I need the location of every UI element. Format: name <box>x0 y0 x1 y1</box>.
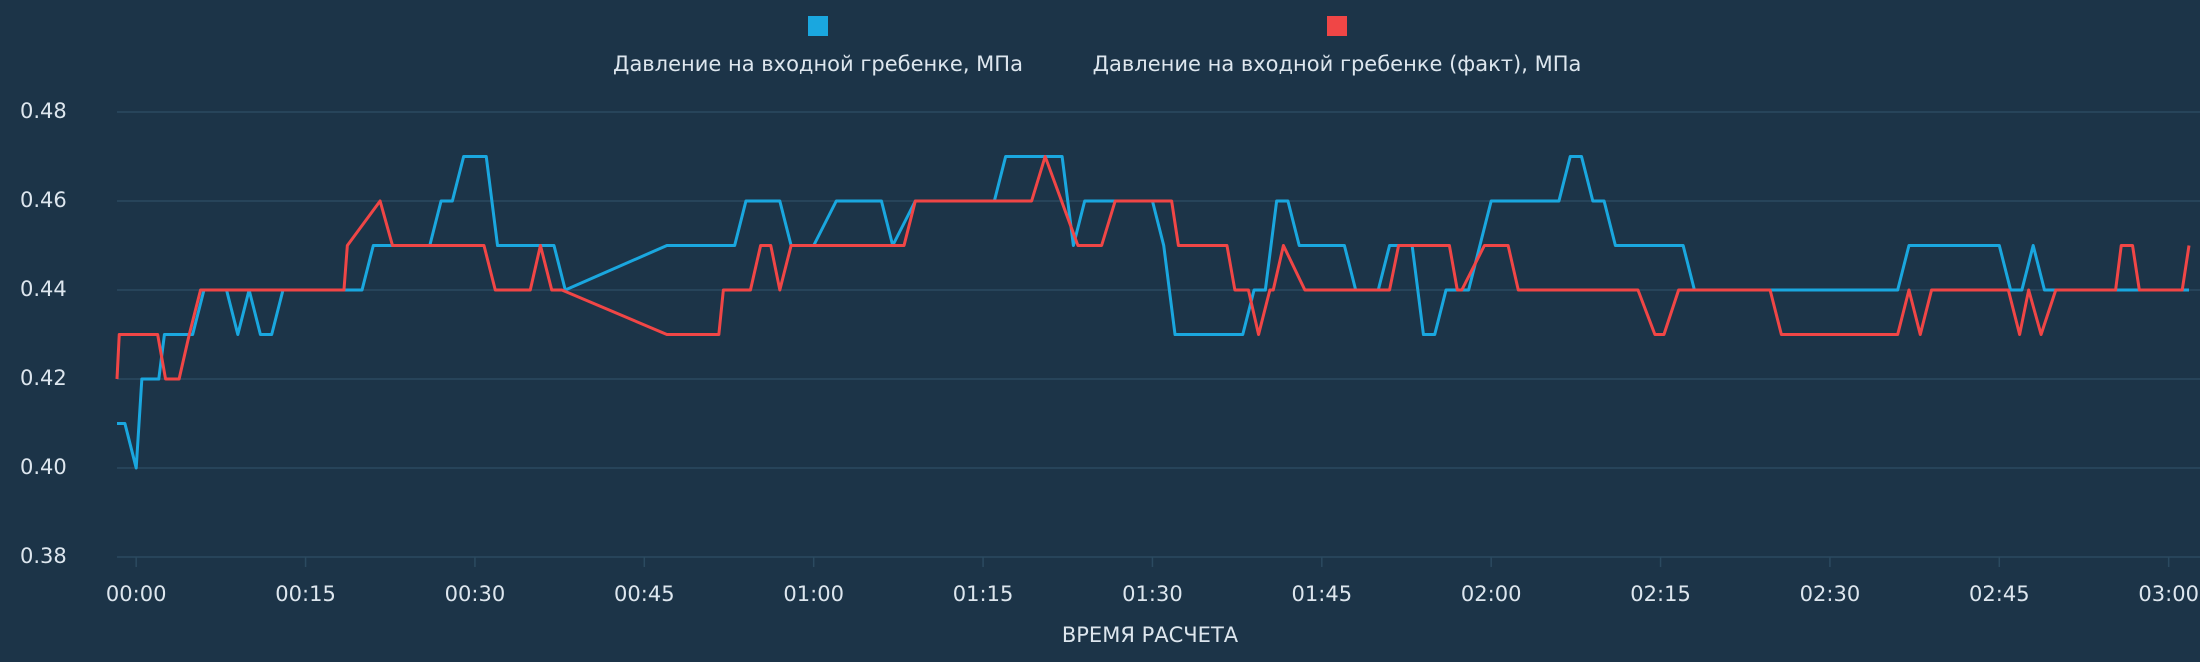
x-tick-label: 02:30 <box>1800 582 1861 606</box>
legend-swatch[interactable] <box>808 16 828 36</box>
x-tick-label: 02:15 <box>1630 582 1691 606</box>
x-tick-label: 00:30 <box>445 582 506 606</box>
x-tick-label: 01:45 <box>1292 582 1353 606</box>
y-tick-label: 0.46 <box>20 188 67 212</box>
x-tick-label: 02:00 <box>1461 582 1522 606</box>
series-line <box>115 155 2191 381</box>
x-tick-label: 00:15 <box>275 582 336 606</box>
x-tick-label: 02:45 <box>1969 582 2030 606</box>
x-axis-label: ВРЕМЯ РАСЧЕТА <box>1062 623 1239 647</box>
series-line <box>117 155 2189 470</box>
x-tick-label: 01:30 <box>1122 582 1183 606</box>
legend-label: Давление на входной гребенке (факт), МПа <box>1093 52 1582 76</box>
legend-swatch[interactable] <box>1327 16 1347 36</box>
x-tick-label: 01:00 <box>783 582 844 606</box>
x-tick-label: 03:00 <box>2138 582 2199 606</box>
y-tick-label: 0.40 <box>20 455 67 479</box>
x-tick-label: 01:15 <box>953 582 1014 606</box>
x-tick-label: 00:00 <box>106 582 167 606</box>
y-tick-label: 0.48 <box>20 99 67 123</box>
y-tick-label: 0.38 <box>20 544 67 568</box>
y-tick-label: 0.44 <box>20 277 67 301</box>
x-tick-label: 00:45 <box>614 582 675 606</box>
legend-label: Давление на входной гребенке, МПа <box>613 52 1023 76</box>
y-tick-label: 0.42 <box>20 366 67 390</box>
